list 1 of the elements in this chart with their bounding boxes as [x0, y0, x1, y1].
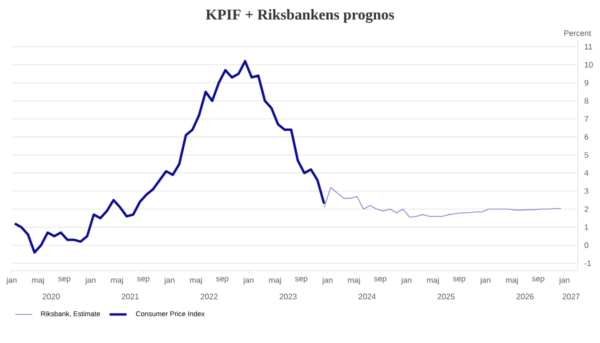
chart-title: KPIF + Riksbankens prognos	[206, 9, 394, 23]
